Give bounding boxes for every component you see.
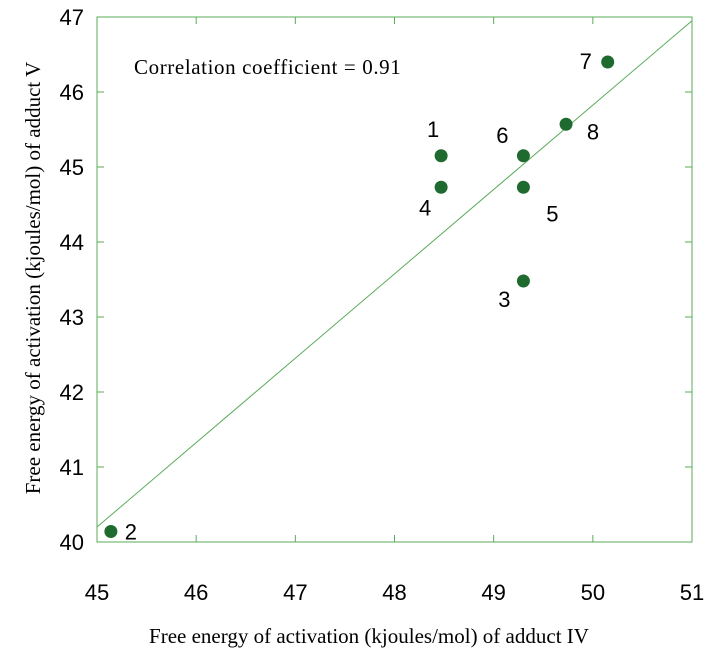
data-point-8 (559, 117, 573, 131)
y-tick-label: 43 (60, 305, 84, 330)
x-tick-label: 47 (283, 580, 307, 605)
regression-line (96, 20, 693, 528)
data-point-3 (516, 274, 530, 288)
x-tick-label: 45 (85, 580, 109, 605)
y-tick-label: 42 (60, 380, 84, 405)
correlation-annotation: Correlation coefficient = 0.91 (134, 55, 401, 79)
plot-frame (96, 16, 693, 543)
x-tick-label: 49 (481, 580, 505, 605)
point-label-6: 6 (496, 123, 508, 148)
point-label-4: 4 (419, 195, 431, 220)
point-label-5: 5 (546, 201, 558, 226)
x-tick-label: 46 (184, 580, 208, 605)
point-label-2: 2 (125, 520, 137, 545)
point-label-7: 7 (580, 49, 592, 74)
x-tick-label: 48 (382, 580, 406, 605)
x-axis-title: Free energy of activation (kjoules/mol) … (149, 624, 589, 648)
point-label-1: 1 (427, 117, 439, 142)
y-tick-label: 44 (60, 230, 84, 255)
data-point-4 (434, 180, 448, 194)
x-tick-label: 51 (680, 580, 704, 605)
data-point-6 (516, 149, 530, 163)
data-point-7 (601, 55, 615, 69)
y-tick-label: 47 (60, 5, 84, 30)
data-point-1 (434, 149, 448, 163)
data-point-2 (104, 525, 118, 538)
point-label-3: 3 (498, 287, 510, 312)
data-point-5 (516, 180, 530, 194)
y-tick-label: 45 (60, 155, 84, 180)
y-axis-title: Free energy of activation (kjoules/mol) … (21, 62, 45, 495)
y-tick-label: 41 (60, 455, 84, 480)
x-tick-label: 50 (581, 580, 605, 605)
point-label-8: 8 (587, 119, 599, 144)
y-tick-label: 46 (60, 80, 84, 105)
y-tick-label: 40 (60, 530, 84, 555)
